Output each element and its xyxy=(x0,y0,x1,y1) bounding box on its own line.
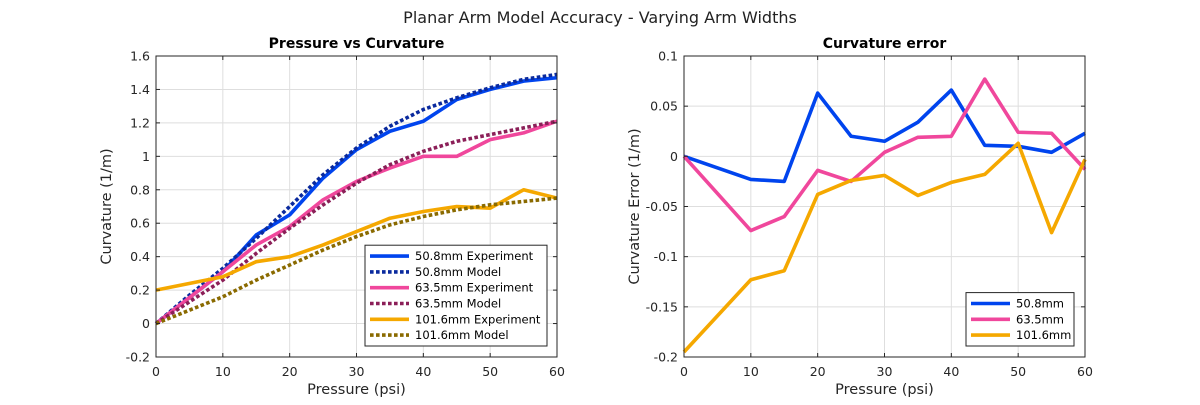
y-tick-label: 0.6 xyxy=(130,216,150,231)
y-tick-label: -0.1 xyxy=(654,249,678,264)
chart-curvature-error: 0 10 20 30 40 50 60 -0.2 -0.15 -0.1 -0.05 0 0.05 0.1 C… xyxy=(627,36,1093,398)
legend-entry-5: 101.6mm Experiment xyxy=(415,312,541,326)
y-tick-label: 0.2 xyxy=(130,283,150,298)
y-tick-label: 0.4 xyxy=(130,249,150,264)
series-line-1 xyxy=(683,88,1086,184)
x-tick-label: 30 xyxy=(349,364,365,379)
legend-entry-4: 63.5mm Model xyxy=(415,297,501,311)
x-tick-label: 40 xyxy=(943,364,959,379)
x-tick-label: 30 xyxy=(877,364,893,379)
y-axis-label: Curvature Error (1/m) xyxy=(627,128,643,284)
y-tick-label: -0.2 xyxy=(654,350,678,365)
y-tick-label: -0.05 xyxy=(646,199,678,214)
series-group xyxy=(154,72,558,326)
y-tick-label: -0.15 xyxy=(646,299,678,314)
x-axis-label: Pressure (psi) xyxy=(835,382,934,398)
legend-box xyxy=(364,244,548,347)
series-line-3 xyxy=(682,141,1087,354)
chart-pressure-vs-curvature: 0 10 20 30 40 50 60-0.200.20.40.60.811.21.41.6… xyxy=(99,36,565,398)
x-axis-label: Pressure (psi) xyxy=(307,382,406,398)
legend-entry-2: 50.8mm Model xyxy=(415,265,501,279)
y-tick-label: 0 xyxy=(142,316,150,331)
x-tick-label: 20 xyxy=(282,364,298,379)
y-tick-label: 1.4 xyxy=(130,82,150,97)
series-group xyxy=(682,77,1087,354)
chart-title: Curvature error xyxy=(823,36,947,52)
y-tick-label: 0 xyxy=(670,149,678,164)
x-tick-label: 40 xyxy=(415,364,431,379)
x-tick-label: 20 xyxy=(810,364,826,379)
x-tick-label: 0 xyxy=(680,364,688,379)
legend-entry-3: 101.6mm xyxy=(1016,328,1071,342)
x-tick-label: 10 xyxy=(743,364,759,379)
ticks: 0 10 20 30 40 50 60-0.200.20.40.60.811.21.41.6 xyxy=(126,49,565,380)
y-tick-label: 0.8 xyxy=(130,182,150,197)
y-tick-label: 1.6 xyxy=(130,49,150,64)
series-line-1 xyxy=(154,75,558,325)
ticks: 0 10 20 30 40 50 60 -0.2 -0.15 -0.1 -0.05 0 0.05 0.1 xyxy=(646,49,1093,380)
x-tick-label: 60 xyxy=(1077,364,1093,379)
y-axis-label: Curvature (1/m) xyxy=(99,148,115,264)
y-tick-label: -0.2 xyxy=(126,350,150,365)
y-tick-label: 1.2 xyxy=(130,115,150,130)
x-tick-label: 50 xyxy=(1010,364,1026,379)
x-tick-label: 0 xyxy=(152,364,160,379)
y-tick-label: 0.05 xyxy=(650,99,678,114)
y-tick-label: 0.1 xyxy=(658,49,678,64)
x-tick-label: 50 xyxy=(482,364,498,379)
x-tick-label: 10 xyxy=(215,364,231,379)
series-line-4 xyxy=(155,119,558,326)
figure-suptitle: Planar Arm Model Accuracy - Varying Arm … xyxy=(403,8,797,27)
legend-entry-6: 101.6mm Model xyxy=(415,328,509,342)
chart-title: Pressure vs Curvature xyxy=(269,36,445,52)
x-tick-label: 60 xyxy=(549,364,565,379)
series-line-3 xyxy=(154,119,558,325)
series-line-6 xyxy=(155,196,558,326)
series-line-2 xyxy=(682,77,1087,233)
legend-entry-2: 63.5mm xyxy=(1016,312,1064,326)
legend: 50.8mm Experiment 50.8mm Model 63.5mm Expe… xyxy=(364,244,548,347)
legend-entry-3: 63.5mm Experiment xyxy=(415,281,534,295)
legend-entry-1: 50.8mm xyxy=(1016,297,1064,311)
legend-entry-1: 50.8mm Experiment xyxy=(415,249,534,263)
series-line-2 xyxy=(154,72,558,325)
y-tick-label: 1 xyxy=(142,149,150,164)
